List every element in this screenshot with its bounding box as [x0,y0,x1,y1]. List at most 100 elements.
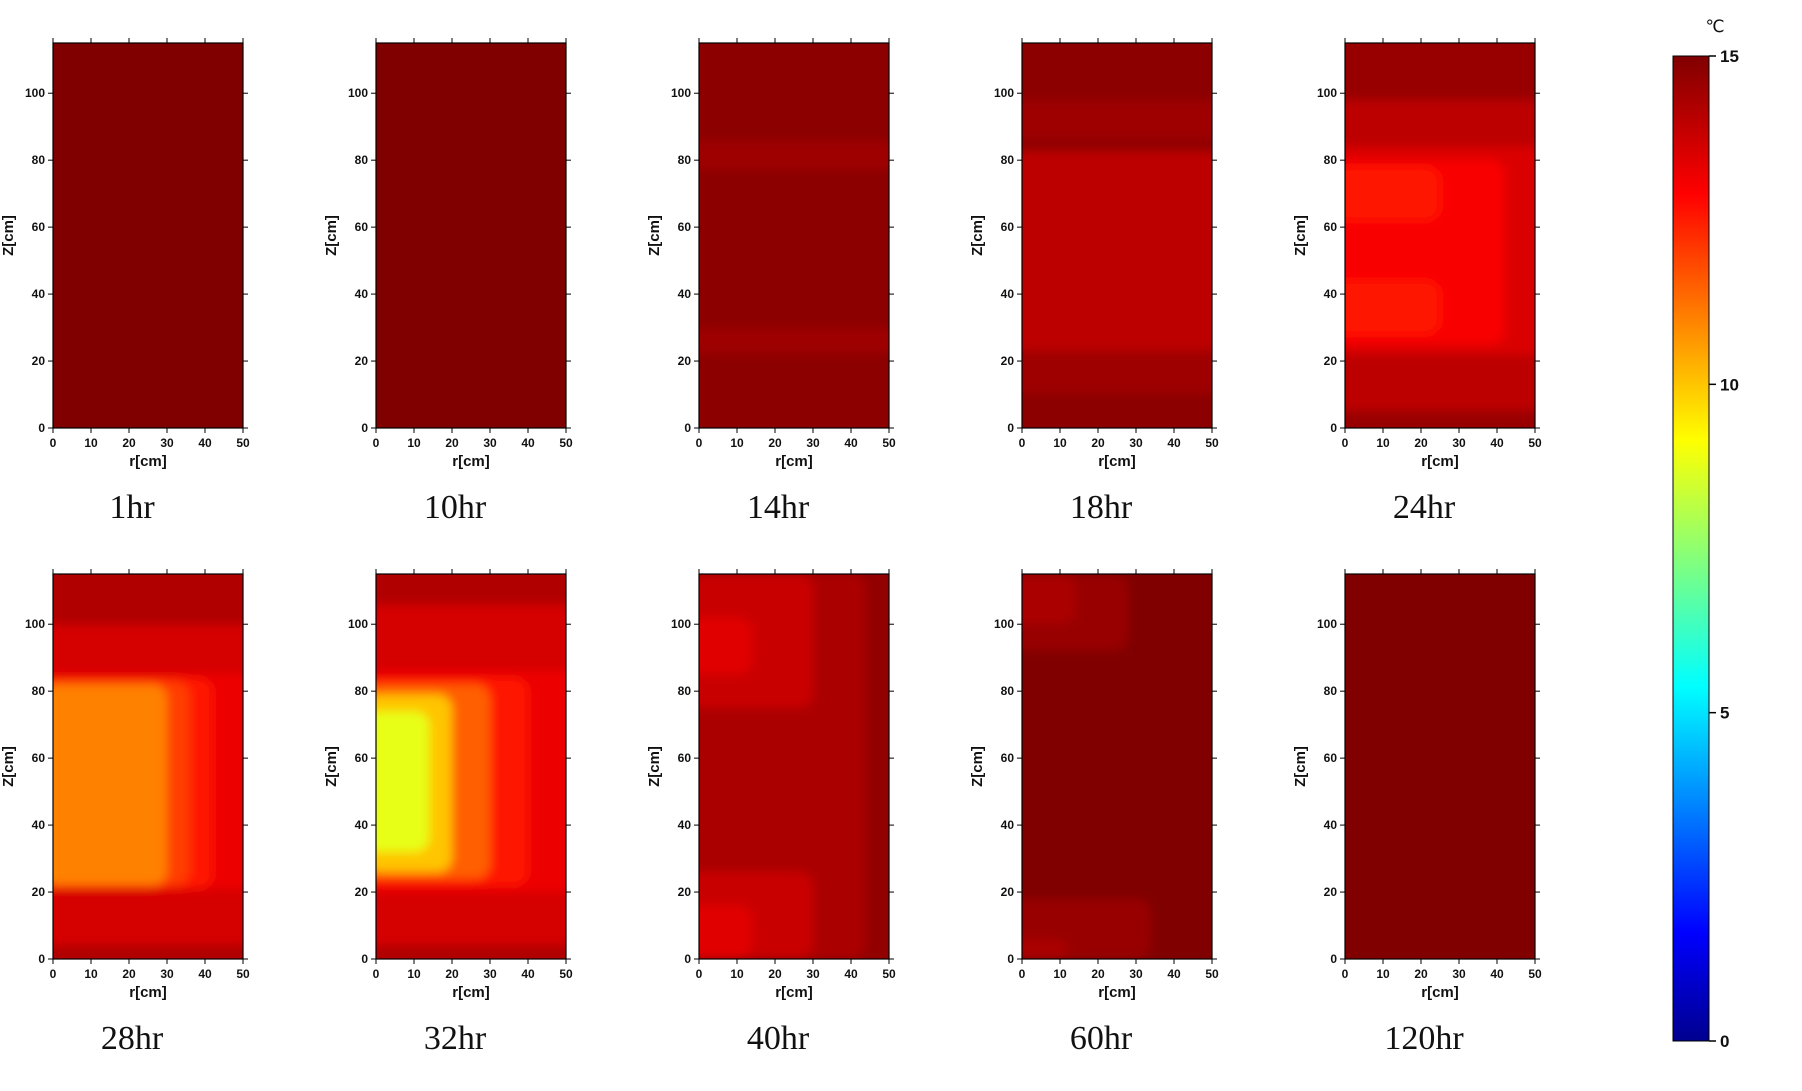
heatmap-field [1345,43,1535,428]
x-tick-label: 40 [844,967,858,981]
x-tick-label: 20 [1091,436,1105,450]
heatmap-region [699,327,889,355]
heatmap-field [1345,574,1535,959]
x-tick-label: 0 [1342,967,1349,981]
y-tick-label: 60 [1324,751,1338,765]
y-tick-label: 60 [678,751,692,765]
x-tick-label: 10 [84,967,98,981]
x-tick-label: 50 [1205,436,1219,450]
x-tick-label: 40 [1490,436,1504,450]
y-tick-label: 0 [1330,421,1337,435]
y-tick-label: 20 [1001,354,1015,368]
panel-time-label: 14hr [747,489,810,526]
y-tick-label: 0 [1330,952,1337,966]
y-tick-label: 80 [1324,153,1338,167]
y-axis-label: Z[cm] [969,215,986,256]
x-tick-label: 50 [559,967,573,981]
x-tick-label: 0 [1019,436,1026,450]
y-axis-label: Z[cm] [969,746,986,787]
y-tick-label: 80 [32,153,46,167]
plot-frame [52,573,244,960]
y-tick-label: 100 [671,86,691,100]
y-axis-label: Z[cm] [646,215,663,256]
y-tick-label: 100 [1317,86,1337,100]
y-tick-label: 80 [1001,153,1015,167]
x-tick-label: 40 [521,967,535,981]
heatmap-region [1345,347,1535,412]
plot-frame [375,42,567,429]
x-tick-label: 30 [806,967,820,981]
y-tick-label: 0 [361,421,368,435]
x-axis-label: r[cm] [775,453,813,470]
y-tick-label: 20 [678,354,692,368]
x-tick-label: 0 [1019,967,1026,981]
y-tick-label: 100 [348,617,368,631]
y-tick-label: 0 [1007,421,1014,435]
x-tick-label: 50 [559,436,573,450]
heatmap-base [53,43,243,428]
panel-time-label: 18hr [1070,489,1133,526]
heatmap-region [376,604,566,692]
y-tick-label: 40 [678,818,692,832]
panel-14hr: 0 10 20 30 40 50 0 20 40 60 80 100 r[cm] Z[cm] 14hr [646,38,896,526]
colorbar-ticks: 0 5 10 15 [1709,47,1739,1051]
x-tick-label: 50 [1528,436,1542,450]
x-tick-label: 40 [198,967,212,981]
y-tick-label: 60 [1001,220,1015,234]
x-axis-label: r[cm] [1098,984,1136,1001]
x-tick-label: 10 [1053,436,1067,450]
x-tick-label: 30 [483,967,497,981]
plot-frame [1344,573,1536,960]
x-tick-label: 20 [1091,967,1105,981]
y-tick-label: 0 [38,421,45,435]
x-tick-label: 20 [1414,967,1428,981]
panel-28hr: 0 10 20 30 40 50 0 20 40 60 80 100 r[cm] Z[cm] 28hr [0,569,250,1057]
y-axis-label: Z[cm] [1292,746,1309,787]
colorbar-tick-label: 0 [1720,1032,1729,1051]
x-tick-label: 40 [521,436,535,450]
x-tick-label: 20 [122,967,136,981]
x-tick-label: 10 [407,436,421,450]
panel-time-label: 32hr [424,1020,487,1057]
x-tick-label: 20 [445,967,459,981]
panel-32hr: 0 10 20 30 40 50 0 20 40 60 80 100 r[cm] Z[cm] 32hr [323,569,573,1057]
heatmap-regions [1345,99,1535,412]
panel-time-label: 120hr [1384,1020,1464,1057]
x-tick-label: 40 [198,436,212,450]
heatmap-regions [53,624,243,946]
heatmap-regions [376,604,566,946]
y-tick-label: 0 [38,952,45,966]
heatmap-region [699,140,889,171]
plot-frame [698,42,890,429]
x-tick-label: 50 [236,967,250,981]
panel-10hr: 0 10 20 30 40 50 0 20 40 60 80 100 r[cm] Z[cm] 10hr [323,38,573,526]
plot-frame [52,42,244,429]
x-tick-label: 40 [1167,436,1181,450]
heatmap-base [376,43,566,428]
x-tick-label: 50 [236,436,250,450]
x-tick-label: 20 [122,436,136,450]
plot-frame [375,573,567,960]
heatmap-region [1022,574,1076,625]
x-tick-label: 0 [373,967,380,981]
x-tick-label: 20 [768,967,782,981]
y-axis-label: Z[cm] [0,746,17,787]
x-tick-label: 50 [882,967,896,981]
panel-time-label: 40hr [747,1020,810,1057]
heatmap-region [699,905,753,959]
y-axis-label: Z[cm] [323,215,340,256]
y-tick-label: 40 [355,818,369,832]
plot-frame [1021,573,1213,960]
x-axis-label: r[cm] [452,984,490,1001]
y-tick-label: 40 [1001,287,1015,301]
x-tick-label: 10 [1053,967,1067,981]
y-tick-label: 40 [32,818,46,832]
heatmap-regions [699,140,889,355]
heatmap-region [1022,347,1212,395]
x-tick-label: 30 [1452,436,1466,450]
y-tick-label: 40 [1324,818,1338,832]
colorbar-tick-label: 5 [1720,704,1729,723]
x-tick-label: 20 [445,436,459,450]
y-axis-label: Z[cm] [646,746,663,787]
